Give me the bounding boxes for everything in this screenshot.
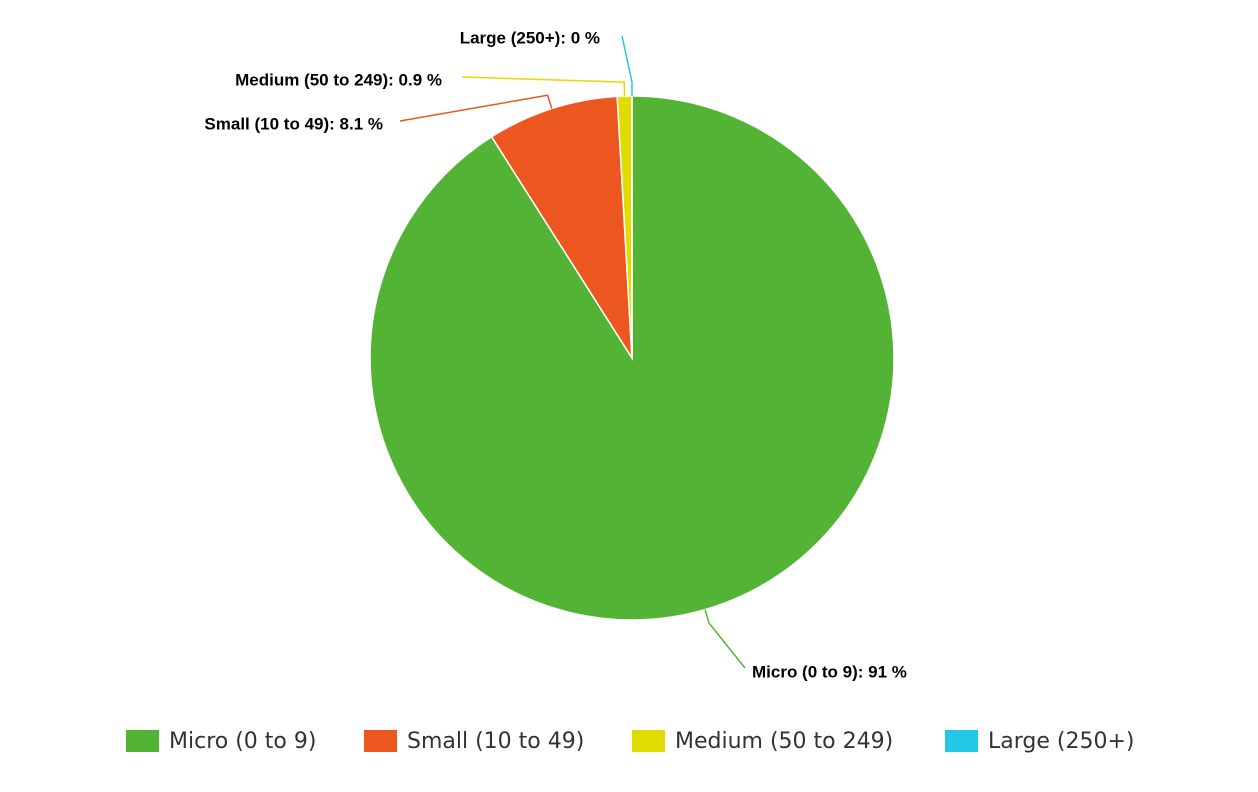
leader-line: [461, 76, 626, 97]
data-label: Large (250+): 0 %: [460, 28, 600, 47]
legend-label: Medium (50 to 249): [675, 729, 893, 754]
data-label: Micro (0 to 9): 91 %: [752, 662, 907, 681]
leader-line: [399, 94, 553, 122]
legend-swatch: [364, 730, 397, 752]
legend-swatch: [945, 730, 978, 752]
data-label: Small (10 to 49): 8.1 %: [204, 114, 383, 133]
leader-line: [621, 35, 633, 96]
leader-line: [704, 609, 746, 669]
legend-label: Small (10 to 49): [407, 729, 584, 754]
legend-label: Large (250+): [988, 729, 1134, 754]
legend-swatch: [126, 730, 159, 752]
data-label: Medium (50 to 249): 0.9 %: [235, 70, 442, 89]
legend-swatch: [632, 730, 665, 752]
legend-label: Micro (0 to 9): [169, 729, 316, 754]
